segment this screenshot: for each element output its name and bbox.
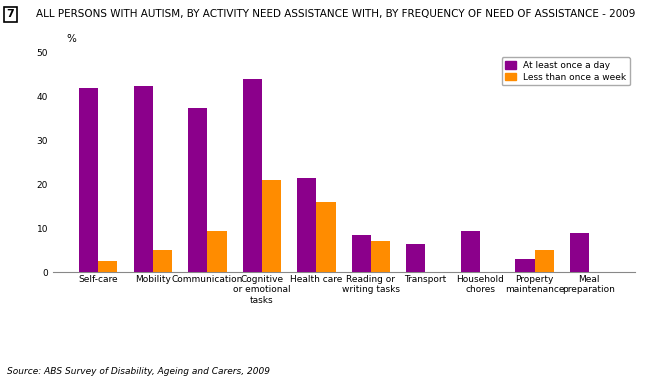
Bar xyxy=(371,242,390,272)
Bar xyxy=(570,233,589,272)
Bar xyxy=(243,79,262,272)
Text: 7: 7 xyxy=(7,9,15,19)
Bar xyxy=(516,259,535,272)
Bar xyxy=(208,231,227,272)
Bar xyxy=(407,244,426,272)
Text: Source: ABS Survey of Disability, Ageing and Carers, 2009: Source: ABS Survey of Disability, Ageing… xyxy=(7,367,270,376)
Bar xyxy=(317,202,336,272)
Bar xyxy=(134,86,153,272)
Legend: At least once a day, Less than once a week: At least once a day, Less than once a we… xyxy=(502,57,630,85)
Text: ALL PERSONS WITH AUTISM, BY ACTIVITY NEED ASSISTANCE WITH, BY FREQUENCY OF NEED : ALL PERSONS WITH AUTISM, BY ACTIVITY NEE… xyxy=(36,9,636,19)
Bar xyxy=(98,261,118,272)
Bar xyxy=(297,178,317,272)
Bar xyxy=(79,88,98,272)
Bar xyxy=(153,250,172,272)
Bar xyxy=(262,180,281,272)
Bar xyxy=(188,108,208,272)
Bar xyxy=(461,231,480,272)
Text: %: % xyxy=(66,34,76,44)
Bar xyxy=(352,235,371,272)
Bar xyxy=(535,250,554,272)
